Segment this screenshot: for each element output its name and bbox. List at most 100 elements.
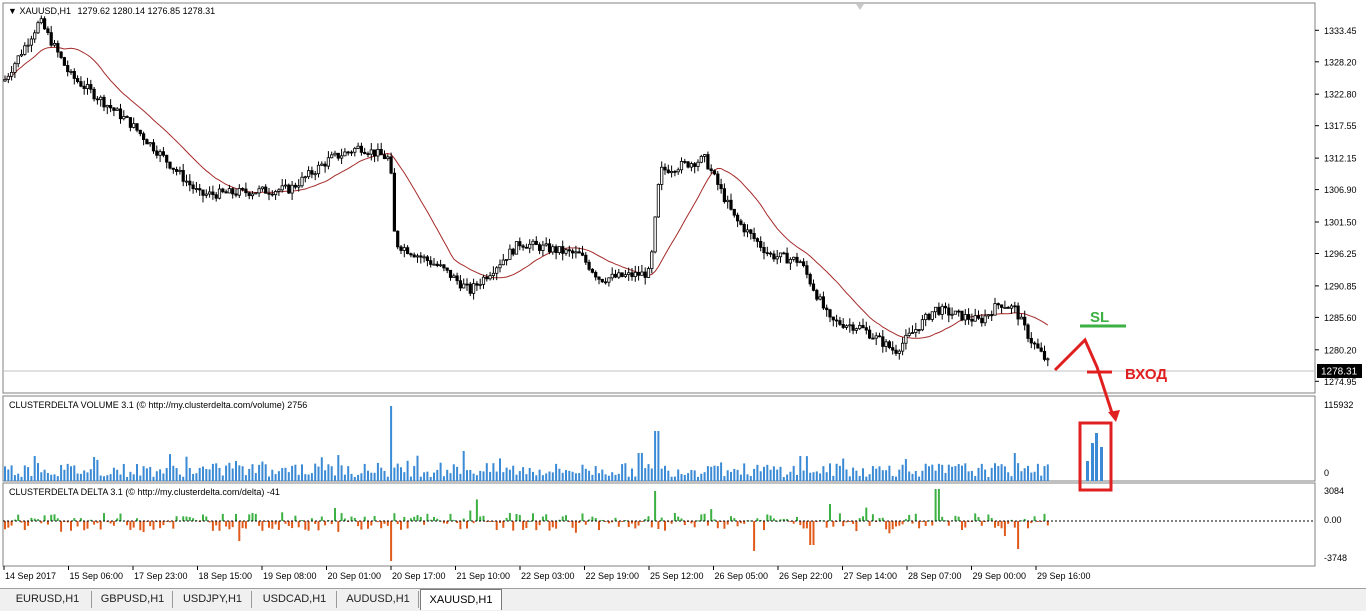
tab-eurusd-h1[interactable]: EURUSD,H1 (4, 591, 92, 608)
volume-bar (1020, 471, 1023, 481)
volume-bar (746, 474, 749, 481)
volume-bar (472, 473, 475, 481)
delta-bar (139, 521, 142, 531)
volume-bar (406, 460, 409, 481)
delta-bar (446, 521, 449, 524)
delta-bar (244, 521, 247, 529)
candle-body (937, 306, 941, 315)
delta-scale-zero: 0.00 (1324, 515, 1342, 525)
volume-bar (951, 466, 954, 481)
volume-bar (703, 472, 706, 481)
volume-bar (561, 472, 564, 481)
delta-bar (535, 521, 538, 531)
candle-body (1036, 343, 1040, 349)
candle-body (914, 329, 918, 333)
time-tick-label: 17 Sep 23:00 (134, 571, 188, 581)
volume-bar (268, 476, 270, 481)
volume-bar (584, 468, 587, 481)
candle-body (396, 230, 400, 248)
candle-body (148, 142, 152, 145)
volume-bar (324, 470, 327, 481)
path-arrow (1053, 337, 1115, 417)
delta-bar (409, 518, 412, 521)
candle-body (353, 148, 357, 153)
volume-bar (571, 471, 574, 481)
candle-body (300, 176, 304, 187)
delta-bar (149, 521, 152, 527)
volume-bar (502, 472, 505, 481)
delta-bar (743, 521, 746, 524)
delta-bar (538, 521, 541, 526)
price-tick-label: 1274.95 (1324, 377, 1357, 387)
candle-body (818, 296, 822, 300)
candle-body (825, 307, 829, 311)
candle-body (722, 188, 727, 203)
tab-xauusd-h1[interactable]: XAUUSD,H1 (420, 589, 502, 610)
collapse-arrow-icon[interactable]: ▼ (8, 6, 17, 16)
candle-body (947, 307, 951, 316)
chart-shift-icon[interactable] (856, 4, 864, 10)
candle-body (465, 283, 469, 286)
chart-canvas[interactable]: 1333.45 1328.20 1322.80 1317.55 1312.15 1306.… (0, 0, 1366, 588)
candle-body (168, 161, 172, 169)
volume-bar (33, 456, 36, 481)
candle-body (435, 263, 439, 266)
candle-body (726, 199, 730, 203)
candle-body (379, 149, 383, 156)
delta-bar (631, 521, 633, 524)
volume-bar (400, 467, 402, 481)
price-axis: 1333.45 1328.20 1322.80 1317.55 1312.15 1306.… (1315, 26, 1357, 387)
delta-bar (30, 517, 33, 521)
volume-bar (914, 471, 917, 481)
time-tick-label: 29 Sep 16:00 (1037, 571, 1091, 581)
volume-bar (390, 406, 393, 481)
candle-body (808, 273, 812, 285)
candle-body (587, 261, 591, 270)
candle-body (551, 246, 555, 253)
delta-bar (426, 513, 429, 521)
candle-body (610, 273, 614, 279)
ma-polyline (4, 46, 1049, 339)
candle-body (13, 63, 17, 73)
time-tick-label: 14 Sep 2017 (5, 571, 56, 581)
candle-body (201, 189, 205, 196)
volume-bar (60, 465, 63, 481)
candle-body (765, 252, 769, 255)
volume-bar (23, 465, 26, 481)
candle-body (689, 163, 694, 168)
delta-bar (73, 518, 76, 521)
tab-gbpusd-h1[interactable]: GBPUSD,H1 (93, 591, 173, 608)
candle-body (178, 170, 182, 172)
candle-body (1000, 304, 1004, 308)
delta-bar (1013, 521, 1016, 528)
delta-bar (442, 521, 445, 524)
volume-bar (86, 472, 89, 481)
time-tick-label: 26 Sep 05:00 (715, 571, 769, 581)
candle-body (297, 185, 301, 188)
volume-bar (208, 469, 211, 481)
delta-bar (360, 521, 363, 530)
delta-bar (947, 521, 950, 526)
volume-bar (482, 471, 485, 481)
candle-body (6, 75, 10, 80)
candle-body (637, 271, 641, 276)
candle-body (861, 325, 865, 329)
candle-body (706, 154, 710, 170)
price-tick-label: 1328.20 (1324, 57, 1357, 67)
delta-bar (568, 521, 571, 522)
candle-body (521, 245, 525, 248)
delta-bar (716, 521, 719, 529)
volume-bar (340, 465, 343, 481)
volume-bar (485, 463, 488, 481)
delta-bar (637, 521, 640, 526)
delta-bar (27, 521, 30, 526)
tab-audusd-h1[interactable]: AUDUSD,H1 (338, 591, 419, 608)
tab-usdcad-h1[interactable]: USDCAD,H1 (253, 591, 337, 608)
delta-bar (739, 521, 742, 524)
tab-usdjpy-h1[interactable]: USDJPY,H1 (174, 591, 252, 608)
volume-bar (769, 469, 772, 481)
candle-body (491, 272, 496, 277)
ohlc-values: 1279.62 1280.14 1276.85 1278.31 (77, 6, 216, 16)
delta-bar (769, 515, 772, 521)
candle-body (868, 329, 872, 339)
